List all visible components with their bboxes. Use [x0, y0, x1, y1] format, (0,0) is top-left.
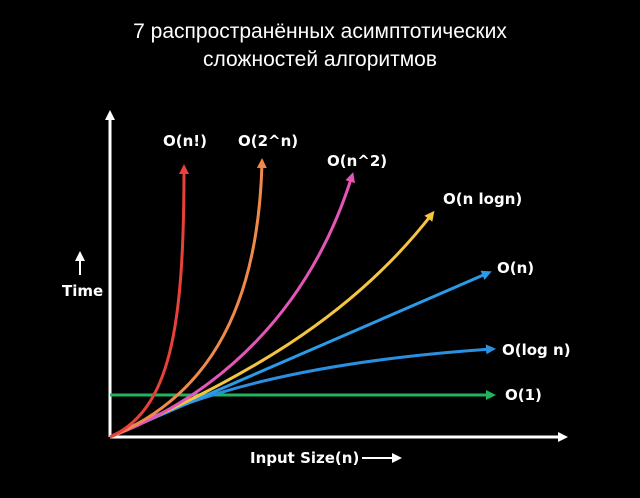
title-line-2: сложностей алгоритмов [203, 48, 437, 71]
y-axis-label: Time [62, 282, 103, 300]
curve-factorial [109, 164, 189, 439]
label-constant: O(1) [505, 386, 542, 404]
curve-exponential [109, 158, 267, 439]
title-line-1: 7 распространённых асимптотических [133, 20, 507, 43]
label-quadratic: O(n^2) [327, 152, 387, 170]
label-nlogn: O(n logn) [443, 190, 522, 208]
curve-quadratic [109, 172, 355, 439]
label-log: O(log n) [502, 341, 571, 359]
label-linear: O(n) [497, 259, 534, 277]
chart-title: 7 распространённых асимптотических сложн… [0, 18, 640, 74]
label-exponential: O(2^n) [238, 132, 298, 150]
label-factorial: O(n!) [163, 132, 207, 150]
x-axis-label: Input Size(n) [250, 449, 359, 467]
